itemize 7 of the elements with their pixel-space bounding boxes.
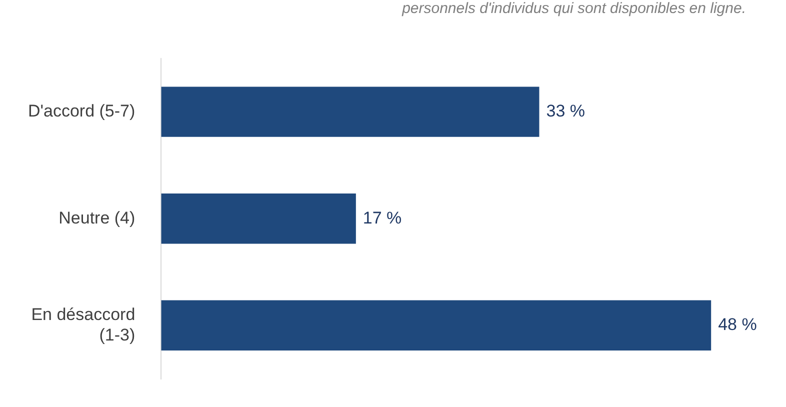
y-tick-label: Neutre (4)	[58, 208, 136, 228]
y-tick-label: En désaccord (1-3)	[31, 304, 136, 344]
data-label: 17 %	[362, 208, 402, 228]
data-label: 48 %	[718, 315, 757, 334]
y-tick-label: D'accord (5-7)	[28, 101, 136, 120]
chart-subtitle: personnels d'individus qui sont disponibles en ligne.	[402, 0, 746, 17]
data-label: 33 %	[546, 101, 585, 120]
